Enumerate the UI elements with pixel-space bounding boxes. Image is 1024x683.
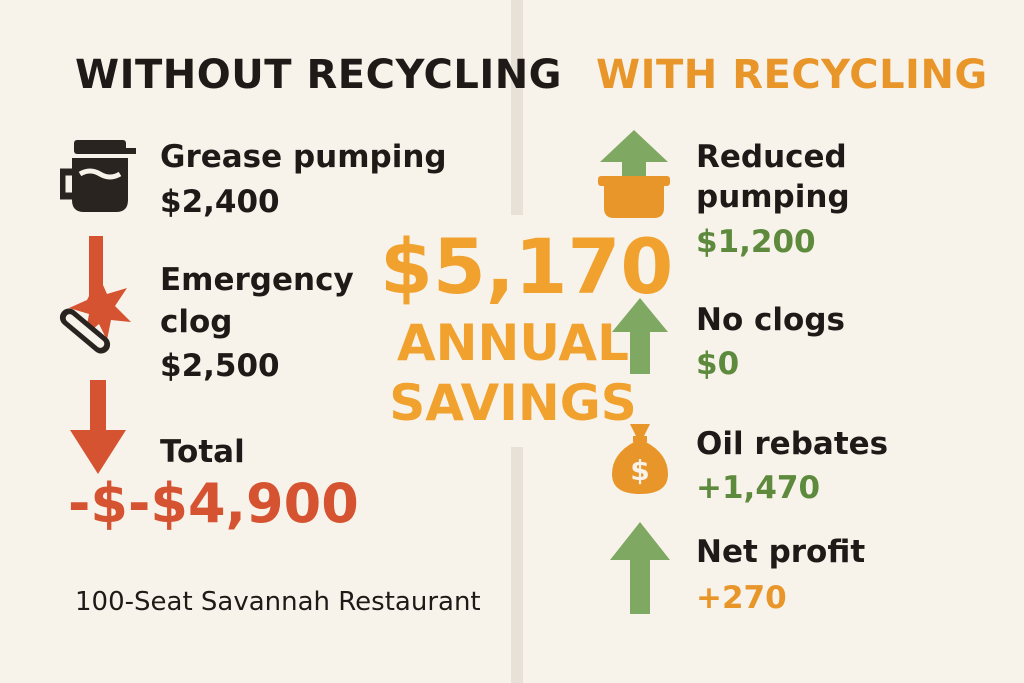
- total-label: Total: [160, 434, 245, 470]
- emergency-clog-label-line2: clog: [160, 304, 233, 340]
- grease-pumping-label: Grease pumping: [160, 139, 447, 175]
- grease-pot-icon: [60, 140, 136, 212]
- oil-rebates-value: +1,470: [696, 470, 821, 506]
- savings-amount: $5,170: [380, 222, 674, 311]
- svg-text:$: $: [630, 454, 649, 487]
- reduced-pumping-label-line2: pumping: [696, 179, 850, 215]
- net-profit-value: +270: [696, 580, 787, 616]
- total-value: -$-$4,900: [68, 472, 359, 535]
- emergency-clog-label-line1: Emergency: [160, 262, 354, 298]
- savings-annual: ANNUAL: [396, 314, 629, 372]
- no-clogs-label: No clogs: [696, 302, 845, 338]
- net-profit-arrow-icon: [610, 522, 670, 614]
- reduced-pumping-label-line1: Reduced: [696, 139, 847, 175]
- up-arrow-icon: [612, 298, 668, 374]
- right-heading: WITH RECYCLING: [596, 52, 988, 98]
- reduced-pumping-value: $1,200: [696, 224, 816, 260]
- footer-caption: 100-Seat Savannah Restaurant: [75, 587, 481, 617]
- center-savings-panel: [378, 215, 648, 447]
- left-heading: WITHOUT RECYCLING: [75, 52, 563, 98]
- net-profit-label: Net profit: [696, 534, 866, 570]
- down-arrow-icon: [70, 380, 126, 474]
- emergency-clog-value: $2,500: [160, 348, 280, 384]
- money-bag-icon: $: [612, 424, 668, 494]
- oil-rebates-label: Oil rebates: [696, 426, 889, 462]
- grease-pumping-value: $2,400: [160, 184, 280, 220]
- bowl-up-arrow-icon: [598, 130, 670, 218]
- savings-label: SAVINGS: [389, 374, 637, 432]
- clog-burst-icon: [59, 236, 131, 354]
- no-clogs-value: $0: [696, 346, 740, 382]
